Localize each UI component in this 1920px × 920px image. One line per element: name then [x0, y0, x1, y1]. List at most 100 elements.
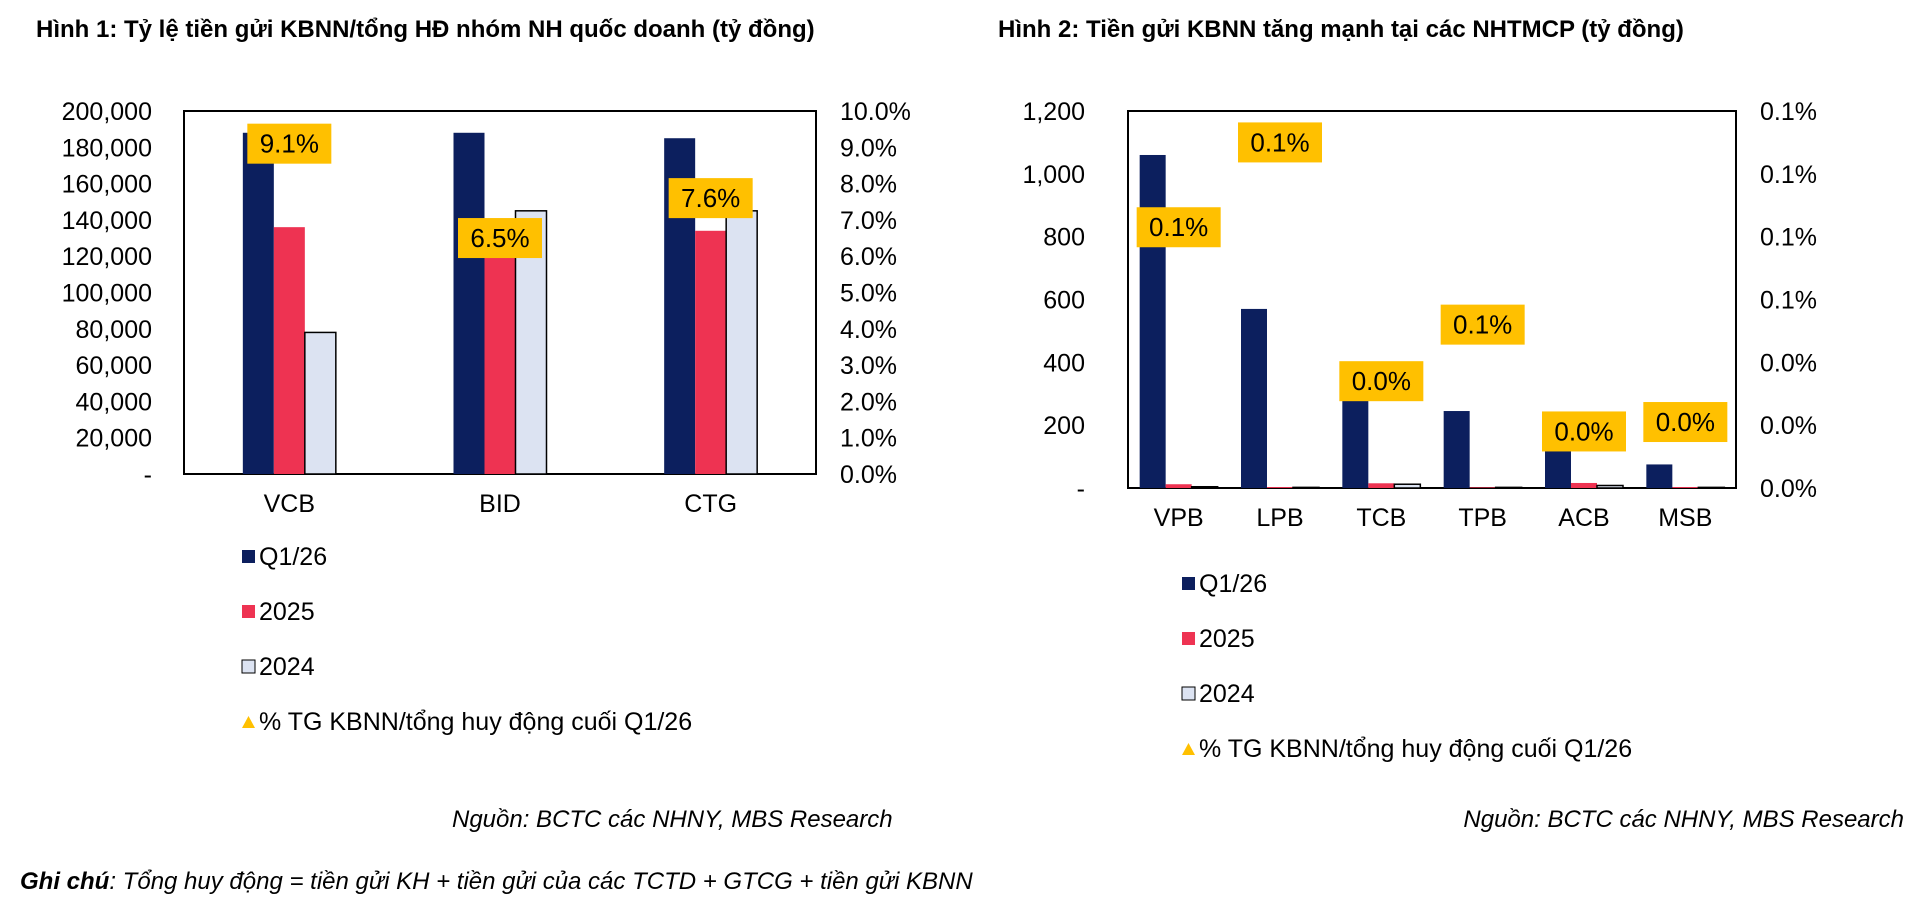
- chart2-y2-tick-label: 0.1%: [1760, 287, 1817, 315]
- footnote-label: Ghi chú: [20, 868, 110, 895]
- chart2-bar-2025-acb: [1571, 482, 1597, 488]
- chart2-y-tick-label: -: [1077, 475, 1085, 503]
- chart2-pct-label-bg: [1339, 361, 1424, 402]
- chart2-y-tick-label: 400: [1043, 349, 1085, 377]
- chart2-bar-2024-tcb: [1393, 483, 1422, 489]
- chart2-bar-q126-msb: [1646, 464, 1673, 488]
- chart1-legend-marker-icon: [242, 716, 255, 728]
- chart2-y2-tick-label: 0.1%: [1760, 224, 1817, 252]
- chart2-y2-tick-label: 0.1%: [1760, 98, 1817, 126]
- chart1-y2-tick-label: 5.0%: [840, 280, 897, 308]
- chart1-y2-tick-label: 7.0%: [840, 207, 897, 235]
- chart2-x-tick-label: TPB: [1458, 504, 1507, 532]
- chart2-bar-2025-msb: [1672, 487, 1699, 488]
- chart1-bar-2025-vcb: [273, 227, 305, 474]
- chart2-plot-frame: [1127, 110, 1737, 489]
- chart2-title: Hình 2: Tiền gửi KBNN tăng mạnh tại các …: [998, 16, 1684, 43]
- footnote-text: : Tổng huy động = tiền gửi KH + tiền gửi…: [109, 868, 973, 895]
- chart1-bar-2024-ctg: [725, 210, 758, 475]
- chart2-y-tick-label: 800: [1043, 224, 1085, 252]
- chart2-pct-label-bg: [1440, 304, 1525, 345]
- chart1-legend-label: Q1/26: [259, 543, 327, 571]
- chart2-bar-2024-vpb: [1190, 485, 1219, 489]
- chart2-bar-2025-tcb: [1368, 483, 1395, 488]
- chart2-source: Nguồn: BCTC các NHNY, MBS Research: [1463, 806, 1904, 833]
- chart2-pct-label: 0.1%: [1453, 310, 1512, 340]
- chart1-legend-swatch: [241, 659, 256, 674]
- chart2-pct-label-bg: [1542, 411, 1626, 452]
- chart2-bar-2024-lpb: [1292, 486, 1320, 489]
- chart2-x-tick-label: LPB: [1256, 504, 1303, 532]
- chart2-legend-label: 2024: [1199, 680, 1255, 708]
- chart1-y-tick-label: 120,000: [62, 243, 152, 271]
- chart1-x-tick-label: BID: [479, 490, 521, 518]
- chart1-source: Nguồn: BCTC các NHNY, MBS Research: [452, 806, 893, 833]
- chart1-y-tick-label: 160,000: [62, 171, 152, 199]
- chart2-bar-q126-lpb: [1241, 308, 1267, 488]
- chart1-legend-label: 2025: [259, 598, 315, 626]
- chart1-y-tick-label: -: [144, 461, 152, 489]
- chart1-pct-label-bg: [247, 123, 332, 164]
- chart1-pct-label: 6.5%: [470, 223, 529, 253]
- chart2-legend-swatch: [1181, 686, 1196, 701]
- chart2-pct-label-bg: [1643, 402, 1728, 443]
- chart1-pct-label: 9.1%: [260, 129, 319, 159]
- chart2-legend-swatch: [1182, 577, 1195, 590]
- chart2-y-tick-label: 200: [1043, 412, 1085, 440]
- chart1-legend-label: 2024: [259, 653, 315, 681]
- chart1-y2-tick-label: 8.0%: [840, 171, 897, 199]
- chart1-x-tick-label: VCB: [264, 490, 315, 518]
- chart2-bar-2024-acb: [1596, 484, 1624, 489]
- chart2-bar-2025-lpb: [1267, 487, 1293, 488]
- chart1-pct-label-bg: [458, 218, 542, 259]
- chart2-y-tick-label: 1,000: [1022, 161, 1085, 189]
- chart1-y2-tick-label: 1.0%: [840, 425, 897, 453]
- chart2-legend-label: Q1/26: [1199, 570, 1267, 598]
- chart1-bar-2024-vcb: [304, 331, 337, 475]
- chart2-legend-swatch: [1182, 632, 1195, 645]
- chart1-y2-tick-label: 4.0%: [840, 316, 897, 344]
- chart1-y2-tick-label: 6.0%: [840, 243, 897, 271]
- chart2-pct-label: 0.0%: [1554, 416, 1613, 446]
- chart2-legend-marker-icon: [1182, 743, 1195, 755]
- chart2-pct-label-bg: [1238, 122, 1322, 163]
- chart2-bar-2025-vpb: [1165, 484, 1192, 488]
- chart2-pct-label: 0.1%: [1250, 127, 1309, 157]
- chart1-y-tick-label: 80,000: [76, 316, 152, 344]
- chart1-y-tick-label: 180,000: [62, 134, 152, 162]
- chart2-bar-q126-acb: [1545, 447, 1571, 488]
- footnote: Ghi chú: Tổng huy động = tiền gửi KH + t…: [20, 868, 973, 896]
- chart1-legend-swatch: [242, 550, 255, 563]
- chart1-y2-tick-label: 9.0%: [840, 134, 897, 162]
- chart2-legend-label: 2025: [1199, 625, 1255, 653]
- chart1-y-tick-label: 20,000: [76, 425, 152, 453]
- chart1-y-tick-label: 200,000: [62, 98, 152, 126]
- chart1-bar-q126-bid: [453, 132, 485, 474]
- chart1-bar-q126-vcb: [242, 132, 274, 474]
- chart1-y-tick-label: 100,000: [62, 280, 152, 308]
- chart2-y2-tick-label: 0.0%: [1760, 412, 1817, 440]
- chart1-y2-tick-label: 3.0%: [840, 352, 897, 380]
- chart2-pct-label: 0.0%: [1352, 366, 1411, 396]
- chart2-x-tick-label: MSB: [1658, 504, 1712, 532]
- chart2-x-tick-label: VPB: [1154, 504, 1204, 532]
- chart1-pct-label: 7.6%: [681, 183, 740, 213]
- chart1-bar-2025-bid: [484, 254, 516, 474]
- chart2-pct-label-bg: [1136, 207, 1221, 248]
- chart1-y2-tick-label: 2.0%: [840, 388, 897, 416]
- chart1-y-tick-label: 60,000: [76, 352, 152, 380]
- chart1-y-tick-label: 140,000: [62, 207, 152, 235]
- chart2-pct-label: 0.1%: [1149, 212, 1208, 242]
- chart2-bar-2024-tpb: [1494, 486, 1523, 489]
- chart1-pct-label-bg: [668, 178, 753, 219]
- chart2-x-tick-label: TCB: [1356, 504, 1406, 532]
- chart2-pct-label: 0.0%: [1656, 407, 1715, 437]
- chart2-legend-label: % TG KBNN/tổng huy động cuối Q1/26: [1199, 735, 1632, 763]
- chart1-legend-swatch: [242, 605, 255, 618]
- chart2-bar-2024-msb: [1697, 486, 1726, 489]
- chart1-y2-tick-label: 0.0%: [840, 461, 897, 489]
- chart2-bar-q126-vpb: [1139, 154, 1166, 488]
- chart1-bar-2025-ctg: [695, 230, 727, 474]
- chart2-y2-tick-label: 0.0%: [1760, 349, 1817, 377]
